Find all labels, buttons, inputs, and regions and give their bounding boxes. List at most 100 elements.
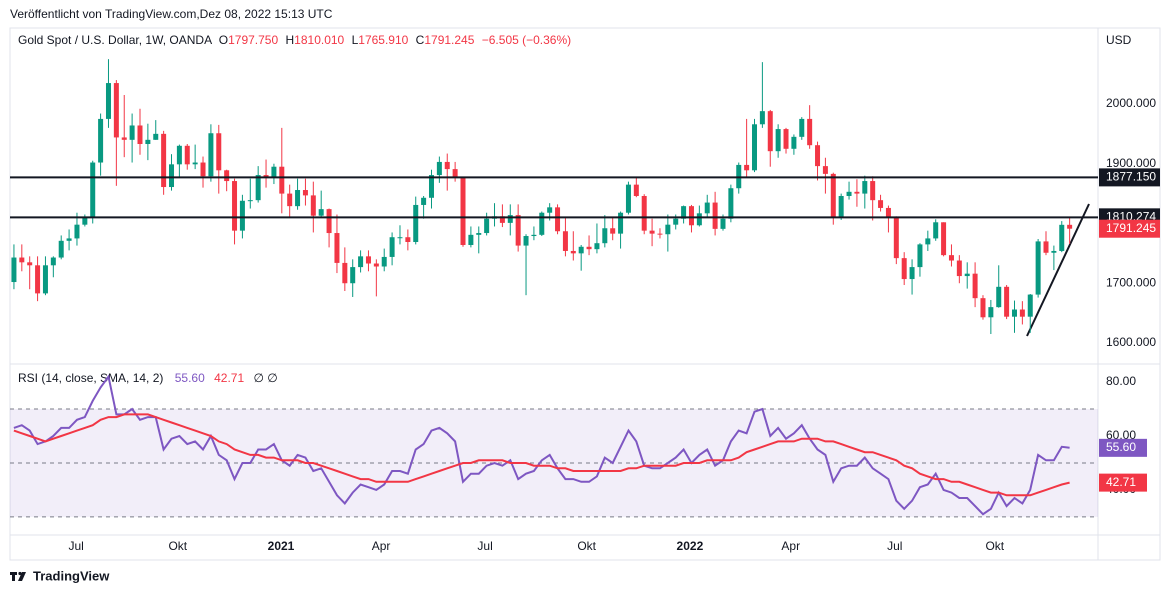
candle-body — [145, 139, 151, 145]
candle-body — [618, 212, 624, 234]
candle-body — [531, 234, 537, 237]
candle-body — [657, 233, 663, 235]
candle-body — [452, 169, 458, 178]
candle-body — [224, 170, 230, 182]
candle-body — [74, 224, 80, 239]
candle-body — [216, 133, 222, 171]
candle-body — [169, 164, 175, 188]
candle-body — [673, 218, 679, 225]
candle-body — [184, 145, 190, 165]
candle-body — [507, 215, 513, 223]
y-tick-label: 1600.000 — [1106, 335, 1156, 349]
candle-body — [649, 230, 655, 234]
candle-body — [933, 222, 939, 239]
candle-body — [98, 118, 104, 163]
candle-body — [255, 175, 261, 201]
candle-body — [799, 118, 805, 137]
candle-body — [484, 218, 490, 234]
price-tag-label: 1877.150 — [1106, 170, 1156, 184]
x-tick-label: Jul — [887, 539, 902, 553]
candle-body — [358, 256, 364, 268]
candle-body — [980, 298, 986, 318]
ohlc-value: 1810.010 — [294, 33, 344, 47]
candle-body — [704, 202, 710, 214]
candle-body — [389, 237, 395, 257]
candle-body — [901, 258, 907, 280]
candle-body — [342, 262, 348, 284]
candle-body — [791, 136, 797, 149]
price-tag — [1099, 168, 1160, 187]
candle-body — [1019, 309, 1025, 317]
candle-body — [822, 166, 828, 174]
candle-body — [176, 145, 182, 165]
last-price-label: 1791.245 — [1106, 221, 1156, 235]
logo-part — [18, 572, 26, 581]
candle-body — [712, 202, 718, 229]
candle-body — [129, 125, 135, 140]
candle-body — [373, 263, 379, 267]
candle-body — [421, 197, 427, 205]
candle-body — [318, 209, 324, 216]
rsi-line — [13, 374, 1070, 516]
trend-line — [1026, 203, 1090, 337]
candle-body — [121, 137, 127, 140]
candle-body — [681, 206, 687, 219]
candle-body — [35, 265, 41, 294]
ohlc-key: H — [286, 33, 295, 47]
candle-body — [11, 257, 17, 283]
candle-body — [610, 228, 616, 234]
x-tick-label: Jul — [69, 539, 84, 553]
candle-body — [239, 200, 245, 231]
candle-body — [326, 209, 332, 234]
candle-body — [688, 206, 694, 226]
candle-body — [515, 215, 521, 246]
change: −6.505 (−0.36%) — [482, 33, 571, 47]
candle-body — [279, 166, 285, 194]
price-legend: Gold Spot / U.S. Dollar, 1W, OANDA O1797… — [18, 33, 571, 47]
candle-body — [82, 217, 88, 225]
candle-body — [893, 216, 899, 259]
candle-body — [436, 161, 442, 176]
candle-body — [271, 166, 277, 178]
ohlc-value: 1797.750 — [228, 33, 278, 47]
candle-body — [767, 111, 773, 152]
candle-body — [295, 190, 301, 207]
candle-body — [310, 195, 316, 216]
candle-body — [964, 273, 970, 277]
candle-body — [830, 173, 836, 217]
candle-body — [752, 124, 758, 171]
candle-body — [547, 207, 553, 213]
candle-body — [1051, 250, 1057, 253]
candle-body — [413, 204, 419, 243]
candle-body — [42, 265, 48, 294]
candle-body — [113, 83, 119, 138]
candle-body — [988, 307, 994, 318]
candle-body — [263, 175, 269, 178]
candle-body — [744, 164, 750, 171]
footer-brand: TradingView — [33, 568, 110, 583]
ohlc-value: 1791.245 — [424, 33, 474, 47]
candle-body — [854, 191, 860, 194]
candle-body — [720, 218, 726, 229]
candle-body — [562, 231, 568, 251]
candle-body — [90, 162, 96, 218]
rsi-title: RSI (14, close, SMA, 14, 2) — [18, 371, 163, 385]
candle-body — [1027, 294, 1033, 317]
candle-body — [153, 133, 159, 140]
y-tick-label: 2000.000 — [1106, 96, 1156, 110]
candle-body — [925, 238, 931, 245]
candle-body — [476, 233, 482, 235]
candle-body — [1035, 241, 1041, 295]
candle-body — [862, 181, 868, 194]
candle-body — [972, 273, 978, 299]
candle-body — [192, 162, 198, 165]
candle-body — [539, 212, 545, 235]
x-tick-label: 2022 — [677, 539, 704, 553]
x-tick-label: Okt — [577, 539, 596, 553]
logo — [10, 571, 26, 581]
candle-body — [555, 207, 561, 232]
rsi-legend: RSI (14, close, SMA, 14, 2) 55.60 42.71 … — [18, 371, 278, 385]
x-tick-label: Apr — [781, 539, 800, 553]
value-tag — [1099, 473, 1147, 492]
